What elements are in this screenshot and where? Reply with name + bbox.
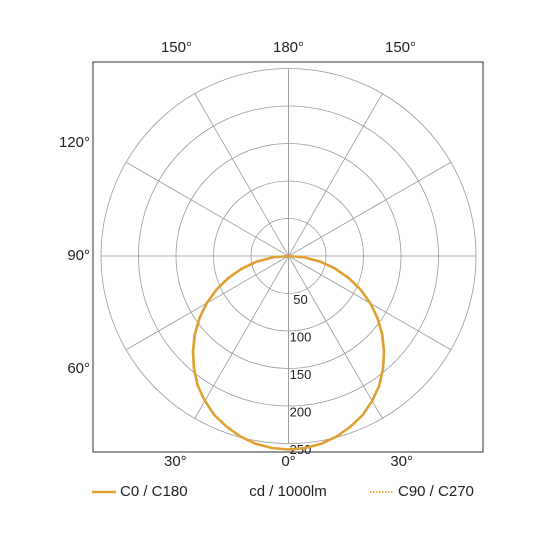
angle-label: 30° xyxy=(390,453,413,470)
intensity-curve xyxy=(288,254,386,451)
angle-label: 150° xyxy=(385,39,416,56)
unit-label: cd / 1000lm xyxy=(249,483,327,500)
intensity-curve xyxy=(191,254,289,451)
angle-label: 120° xyxy=(59,134,90,151)
plot-frame xyxy=(92,61,484,453)
ring-label: 200 xyxy=(290,404,312,419)
grid-spoke xyxy=(194,255,289,419)
ring-label: 50 xyxy=(293,292,307,307)
grid-spoke xyxy=(288,161,452,257)
angle-label: 60° xyxy=(67,360,90,377)
angle-label: 180° xyxy=(273,39,304,56)
angle-label: 90° xyxy=(67,247,90,264)
ring-label: 150 xyxy=(290,367,312,382)
ring-label: 100 xyxy=(290,329,312,344)
angle-label: 150° xyxy=(161,39,192,56)
grid-spoke xyxy=(125,161,289,257)
intensity-curve xyxy=(288,255,386,451)
angle-label: 30° xyxy=(164,453,187,470)
grid-spoke xyxy=(288,93,383,257)
angle-label: 0° xyxy=(281,453,295,470)
intensity-curve xyxy=(191,255,289,451)
grid-spoke xyxy=(194,93,289,257)
legend-label: C0 / C180 xyxy=(120,483,188,500)
legend-label: C90 / C270 xyxy=(398,483,474,500)
grid-spoke xyxy=(288,255,383,419)
